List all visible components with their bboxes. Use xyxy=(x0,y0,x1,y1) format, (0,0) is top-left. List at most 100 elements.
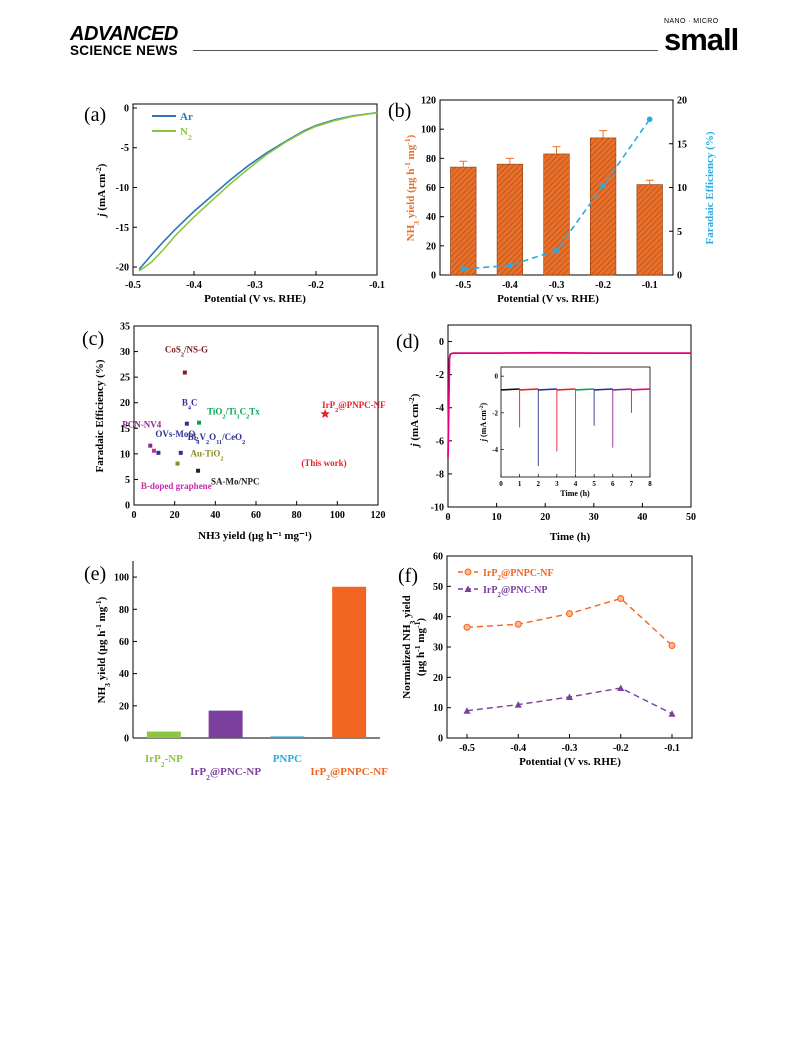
d-y-tick-label: -8 xyxy=(436,469,444,480)
c-panel-label: (c) xyxy=(82,328,104,350)
f-legend-np: IrP2@PNC-NP xyxy=(483,585,547,599)
c-y-tick-label: 30 xyxy=(120,347,130,358)
a-y-tick-label: -5 xyxy=(121,143,129,154)
a-series-n2 xyxy=(138,111,378,272)
c-point-label: PCN-NV4 xyxy=(122,420,161,430)
c-y-tick-label: 15 xyxy=(120,424,130,435)
f-point-np xyxy=(566,693,573,701)
e-y-tick-label: 40 xyxy=(119,669,129,680)
c-x-tick-label: 60 xyxy=(251,510,261,521)
e-y-tick-label: 0 xyxy=(124,734,129,745)
journal-tag: NANO · MICRO xyxy=(664,18,719,25)
c-y-tick-label: 10 xyxy=(120,449,130,460)
d-inset-segment xyxy=(594,388,613,391)
journal-logo: NANO · MICRO small xyxy=(664,18,739,55)
b-x-tick-label: -0.4 xyxy=(502,280,518,291)
f-series-line xyxy=(466,597,673,647)
c-point-label: B-doped graphene xyxy=(141,481,212,491)
f-x-tick-label: -0.4 xyxy=(510,743,526,754)
f-series-line xyxy=(466,687,673,715)
f-x-tick-label: -0.3 xyxy=(562,743,578,754)
f-y-tick-label: 30 xyxy=(433,643,443,654)
c-point xyxy=(197,420,202,425)
b-xlabel: Potential (V vs. RHE) xyxy=(497,293,599,305)
d-inset-x-tick-label: 5 xyxy=(592,480,596,488)
b-fe-point xyxy=(507,262,513,269)
c-point xyxy=(178,450,183,455)
b-y-tick-label: 20 xyxy=(426,241,436,252)
d-inset-segment xyxy=(519,388,539,391)
c-point xyxy=(175,461,180,466)
e-category-label: IrP2-NP xyxy=(145,753,183,769)
d-inset-xlabel: Time (h) xyxy=(560,489,590,498)
d-inset-x-tick-label: 1 xyxy=(518,480,522,488)
d-xlabel: Time (h) xyxy=(550,531,591,543)
c-y-tick-label: 0 xyxy=(125,501,130,512)
f-point-nf xyxy=(668,641,676,649)
c-x-tick-label: 120 xyxy=(371,510,386,521)
c-x-tick-label: 20 xyxy=(170,510,180,521)
b-bar xyxy=(496,163,524,276)
f-y-tick-label: 60 xyxy=(433,552,443,563)
b-bar xyxy=(589,137,617,276)
f-point-nf xyxy=(566,610,573,618)
f-point-nf xyxy=(514,620,522,628)
e-y-tick-label: 20 xyxy=(119,701,129,712)
c-ylabel: Faradaic Efficiency (%) xyxy=(94,359,106,472)
a-x-tick-label: -0.5 xyxy=(125,280,141,291)
d-ylabel: j (mA cm-2) xyxy=(407,393,422,448)
a-x-tick-label: -0.4 xyxy=(186,280,202,291)
b-y-tick-label: 80 xyxy=(426,154,436,165)
f-panel-label: (f) xyxy=(398,565,418,587)
d-x-tick-label: 10 xyxy=(492,512,502,523)
d-x-tick-label: 40 xyxy=(637,512,647,523)
f-point-np xyxy=(617,684,625,691)
f-y-tick-label: 20 xyxy=(433,673,443,684)
f-x-tick-label: -0.1 xyxy=(664,743,680,754)
e-category-label: PNPC xyxy=(273,753,302,765)
d-x-tick-label: 0 xyxy=(446,512,451,523)
d-inset-x-tick-label: 2 xyxy=(537,480,541,488)
b-panel-label: (b) xyxy=(388,100,411,122)
a-xlabel: Potential (V vs. RHE) xyxy=(204,293,306,305)
a-y-tick-label: -15 xyxy=(116,223,129,234)
d-inset-segment xyxy=(500,388,520,391)
d-inset-x-tick-label: 8 xyxy=(648,480,652,488)
c-x-tick-label: 0 xyxy=(132,510,137,521)
c-point xyxy=(148,443,153,448)
d-inset-ylabel: j (mA cm-2) xyxy=(479,402,488,443)
d-inset-y-tick-label: 0 xyxy=(495,373,499,381)
a-x-tick-label: -0.2 xyxy=(308,280,324,291)
f-xlabel: Potential (V vs. RHE) xyxy=(519,756,621,768)
c-point-label: SA-Mo/NPC xyxy=(211,477,259,487)
c-y-tick-label: 5 xyxy=(125,475,130,486)
plot-frame xyxy=(446,555,693,739)
f-point-nf xyxy=(463,623,471,631)
c-point xyxy=(156,450,161,455)
d-x-tick-label: 30 xyxy=(589,512,599,523)
f-legend-nf: IrP2@PNPC-NF xyxy=(483,568,554,582)
d-panel-label: (d) xyxy=(396,331,419,353)
d-y-tick-label: 0 xyxy=(439,337,444,348)
c-x-tick-label: 80 xyxy=(292,510,302,521)
b-yr-tick-label: 0 xyxy=(677,271,682,282)
plot-frame xyxy=(132,103,378,276)
c-point xyxy=(196,468,201,473)
d-inset-x-tick-label: 3 xyxy=(555,480,559,488)
header-rule xyxy=(193,50,658,51)
f-y-tick-label: 0 xyxy=(438,734,443,745)
f-y-tick-label: 40 xyxy=(433,612,443,623)
b-y-tick-label: 100 xyxy=(421,125,436,136)
d-inset-y-tick-label: -4 xyxy=(492,446,498,454)
d-inset-segment xyxy=(631,388,651,391)
a-panel-label: (a) xyxy=(84,104,106,126)
a-y-tick-label: 0 xyxy=(124,103,129,114)
b-fe-point xyxy=(460,266,467,272)
c-point-label: B4C xyxy=(182,398,198,412)
c-point-label: IrP2@PNPC-NF xyxy=(322,400,386,414)
c-point-label: TiO2/Ti3C2Tx xyxy=(207,407,260,421)
brand-advanced: ADVANCED xyxy=(70,23,178,45)
d-inset-segment xyxy=(538,388,557,391)
d-inset-x-tick-label: 7 xyxy=(630,480,634,488)
